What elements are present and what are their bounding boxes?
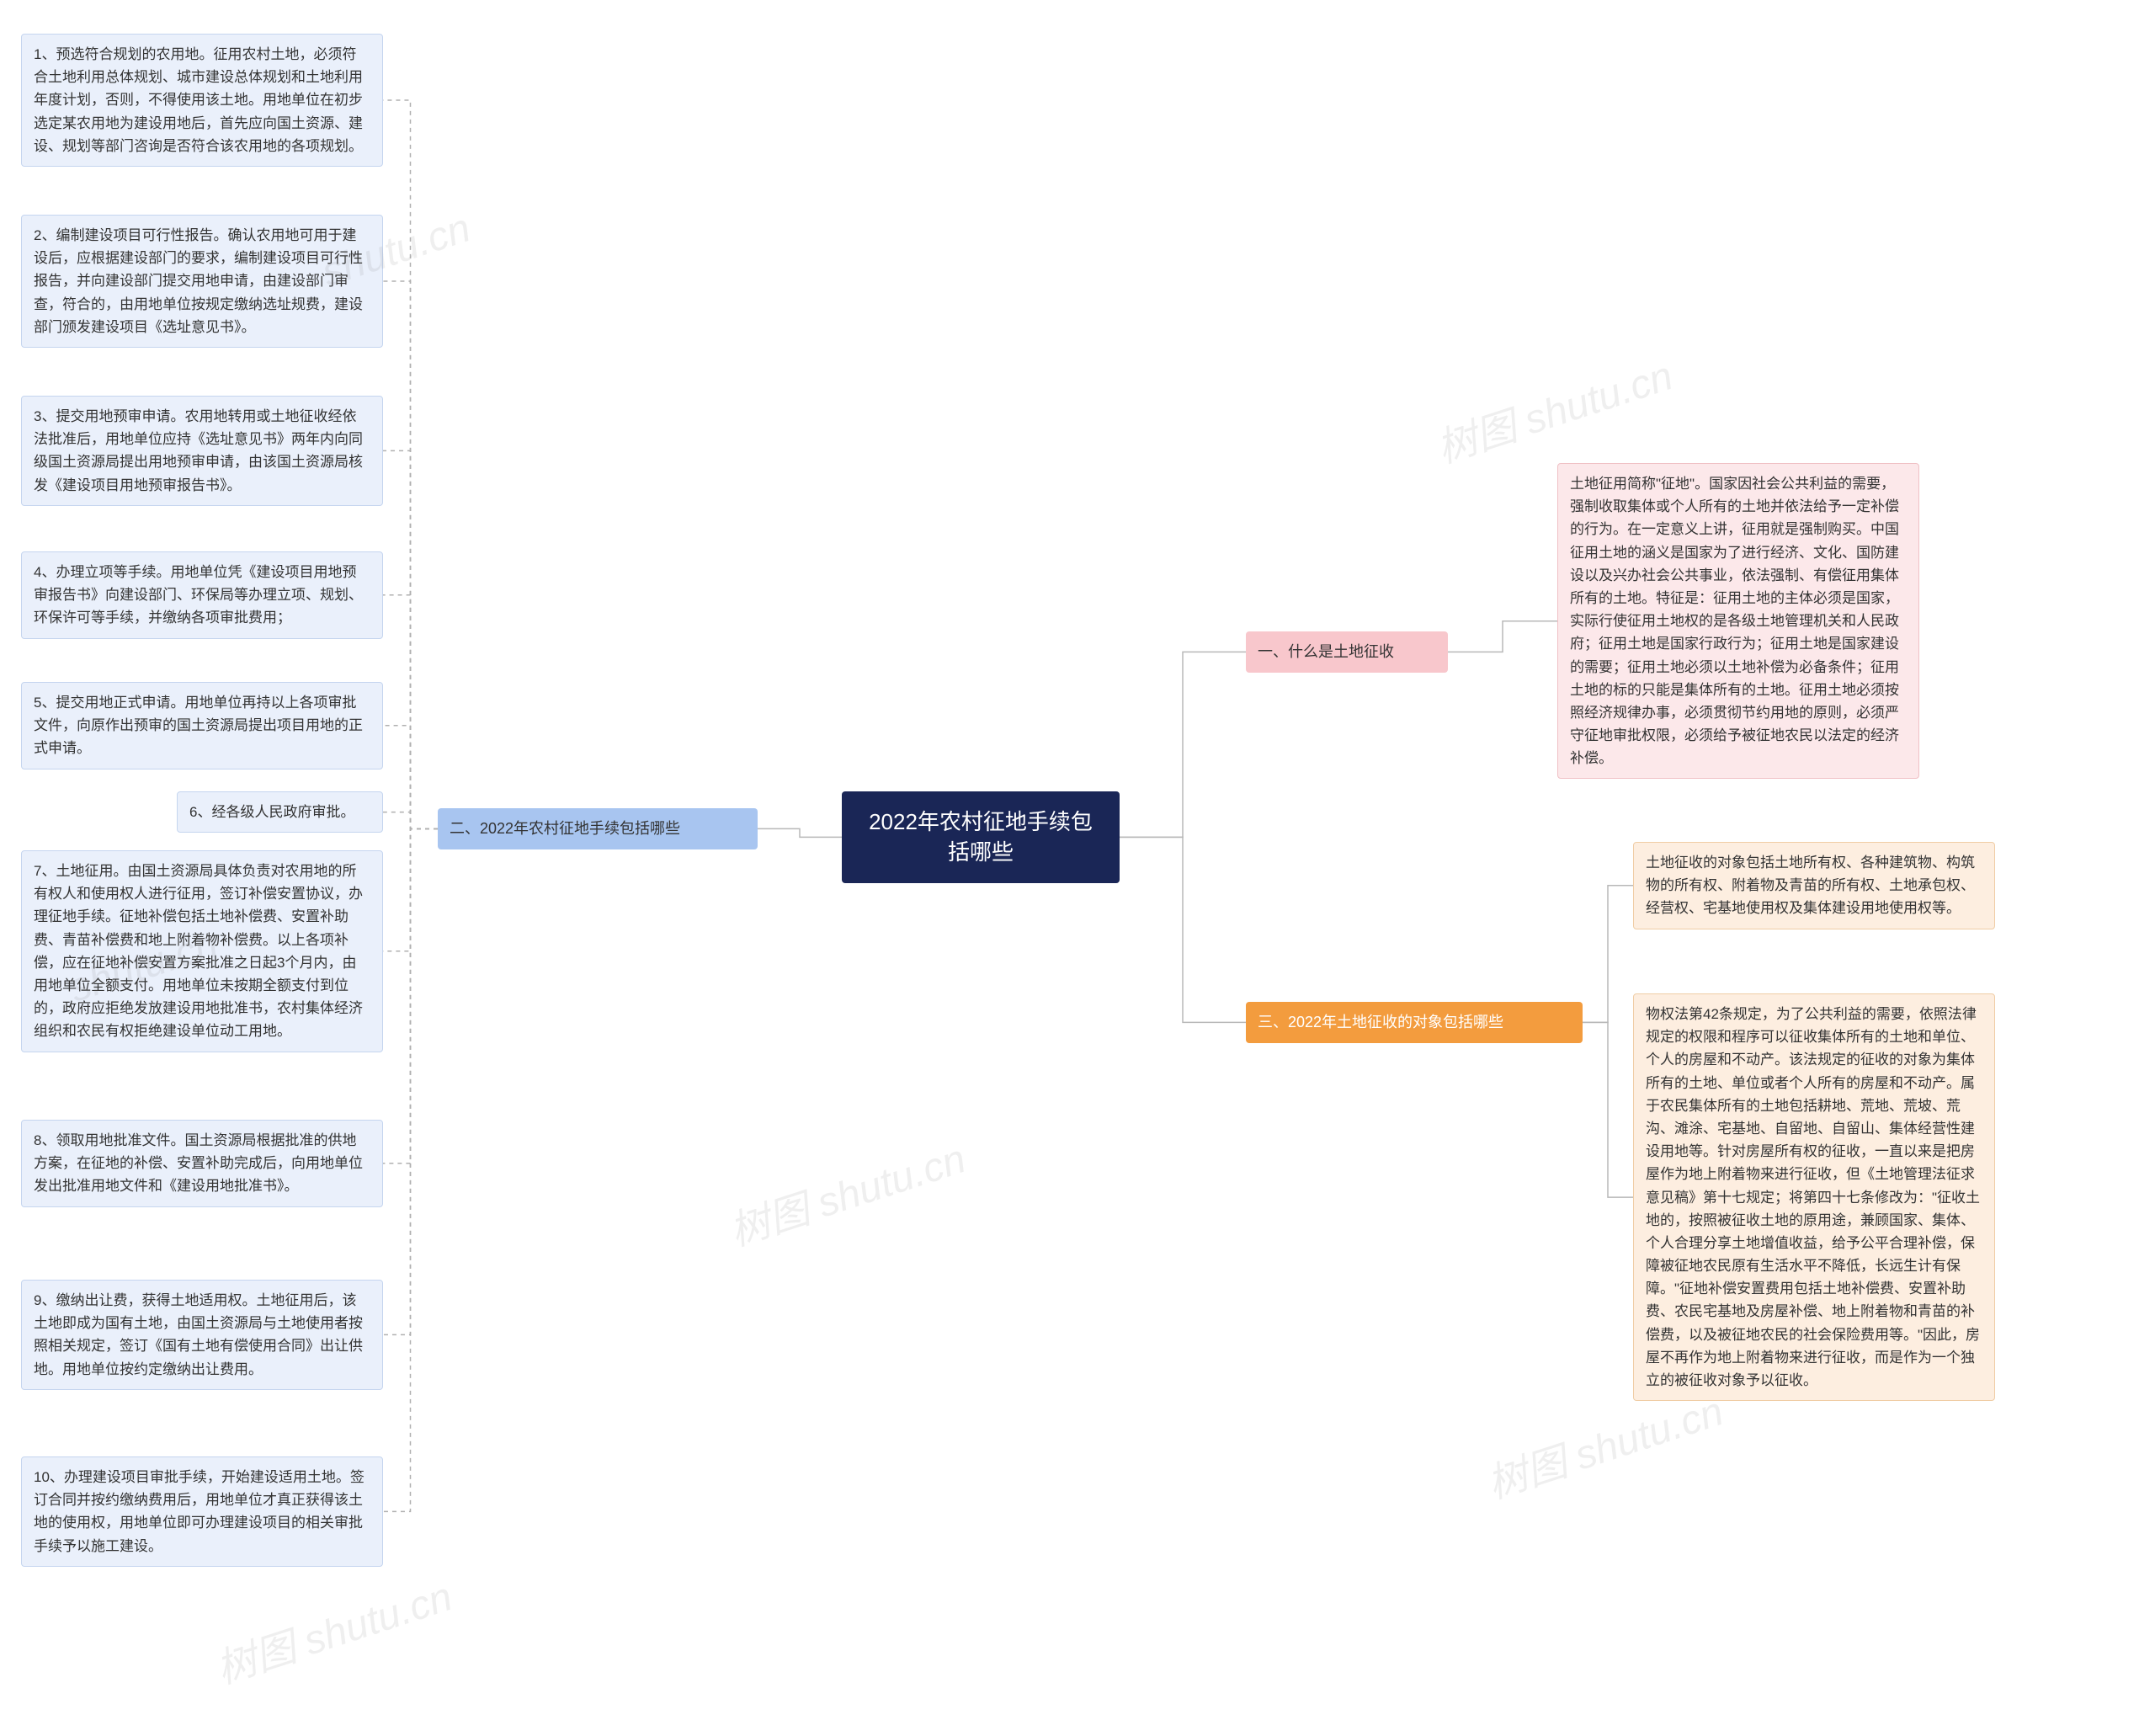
branch-2-leaf-1-text: 2、编制建设项目可行性报告。确认农用地可用于建设后，应根据建设部门的要求，编制建… [34, 227, 363, 335]
branch-2-leaf-8: 9、缴纳出让费，获得土地适用权。土地征用后，该土地即成为国有土地，由国土资源局与… [21, 1280, 383, 1390]
branch-1: 一、什么是土地征收 [1246, 631, 1448, 673]
branch-1-leaf-text: 土地征用简称"征地"。国家因社会公共利益的需要，强制收取集体或个人所有的土地并依… [1570, 476, 1899, 766]
watermark: 树图 shutu.cn [721, 1126, 971, 1257]
branch-2-leaf-6-text: 7、土地征用。由国土资源局具体负责对农用地的所有权人和使用权人进行征用，签订补偿… [34, 863, 363, 1039]
branch-2-label: 二、2022年农村征地手续包括哪些 [450, 820, 680, 837]
branch-2-leaf-9: 10、办理建设项目审批手续，开始建设适用土地。签订合同并按约缴纳费用后，用地单位… [21, 1456, 383, 1567]
branch-2-leaf-3-text: 4、办理立项等手续。用地单位凭《建设项目用地预审报告书》向建设部门、环保局等办理… [34, 564, 363, 626]
branch-3-leaf-1: 物权法第42条规定，为了公共利益的需要，依照法律规定的权限和程序可以征收集体所有… [1633, 993, 1995, 1401]
branch-2-leaf-1: 2、编制建设项目可行性报告。确认农用地可用于建设后，应根据建设部门的要求，编制建… [21, 215, 383, 348]
watermark: 树图 shutu.cn [207, 1563, 458, 1695]
branch-1-leaf: 土地征用简称"征地"。国家因社会公共利益的需要，强制收取集体或个人所有的土地并依… [1557, 463, 1919, 779]
branch-2-leaf-8-text: 9、缴纳出让费，获得土地适用权。土地征用后，该土地即成为国有土地，由国土资源局与… [34, 1292, 363, 1377]
branch-2-leaf-0: 1、预选符合规划的农用地。征用农村土地，必须符合土地利用总体规划、城市建设总体规… [21, 34, 383, 167]
branch-2-leaf-4: 5、提交用地正式申请。用地单位再持以上各项审批文件，向原作出预审的国土资源局提出… [21, 682, 383, 769]
branch-2-leaf-2-text: 3、提交用地预审申请。农用地转用或土地征收经依法批准后，用地单位应持《选址意见书… [34, 408, 363, 493]
branch-2-leaf-9-text: 10、办理建设项目审批手续，开始建设适用土地。签订合同并按约缴纳费用后，用地单位… [34, 1469, 364, 1554]
branch-2-leaf-5-text: 6、经各级人民政府审批。 [189, 804, 354, 820]
center-node: 2022年农村征地手续包括哪些 [842, 791, 1120, 883]
watermark: 树图 shutu.cn [1428, 343, 1679, 474]
branch-2-leaf-0-text: 1、预选符合规划的农用地。征用农村土地，必须符合土地利用总体规划、城市建设总体规… [34, 46, 363, 154]
branch-2-leaf-7-text: 8、领取用地批准文件。国土资源局根据批准的供地方案，在征地的补偿、安置补助完成后… [34, 1132, 363, 1194]
branch-2-leaf-7: 8、领取用地批准文件。国土资源局根据批准的供地方案，在征地的补偿、安置补助完成后… [21, 1120, 383, 1207]
branch-1-label: 一、什么是土地征收 [1258, 643, 1394, 660]
branch-2-leaf-5: 6、经各级人民政府审批。 [177, 791, 383, 833]
branch-3-label: 三、2022年土地征收的对象包括哪些 [1258, 1014, 1503, 1030]
branch-2-leaf-4-text: 5、提交用地正式申请。用地单位再持以上各项审批文件，向原作出预审的国土资源局提出… [34, 695, 363, 756]
branch-3: 三、2022年土地征收的对象包括哪些 [1246, 1002, 1583, 1043]
branch-3-leaf-1-text: 物权法第42条规定，为了公共利益的需要，依照法律规定的权限和程序可以征收集体所有… [1646, 1006, 1980, 1388]
branch-3-leaf-0-text: 土地征收的对象包括土地所有权、各种建筑物、构筑物的所有权、附着物及青苗的所有权、… [1646, 855, 1975, 916]
branch-3-leaf-0: 土地征收的对象包括土地所有权、各种建筑物、构筑物的所有权、附着物及青苗的所有权、… [1633, 842, 1995, 929]
branch-2-leaf-6: 7、土地征用。由国土资源局具体负责对农用地的所有权人和使用权人进行征用，签订补偿… [21, 850, 383, 1052]
branch-2: 二、2022年农村征地手续包括哪些 [438, 808, 758, 849]
center-label: 2022年农村征地手续包括哪些 [869, 809, 1093, 865]
branch-2-leaf-3: 4、办理立项等手续。用地单位凭《建设项目用地预审报告书》向建设部门、环保局等办理… [21, 551, 383, 639]
branch-2-leaf-2: 3、提交用地预审申请。农用地转用或土地征收经依法批准后，用地单位应持《选址意见书… [21, 396, 383, 506]
